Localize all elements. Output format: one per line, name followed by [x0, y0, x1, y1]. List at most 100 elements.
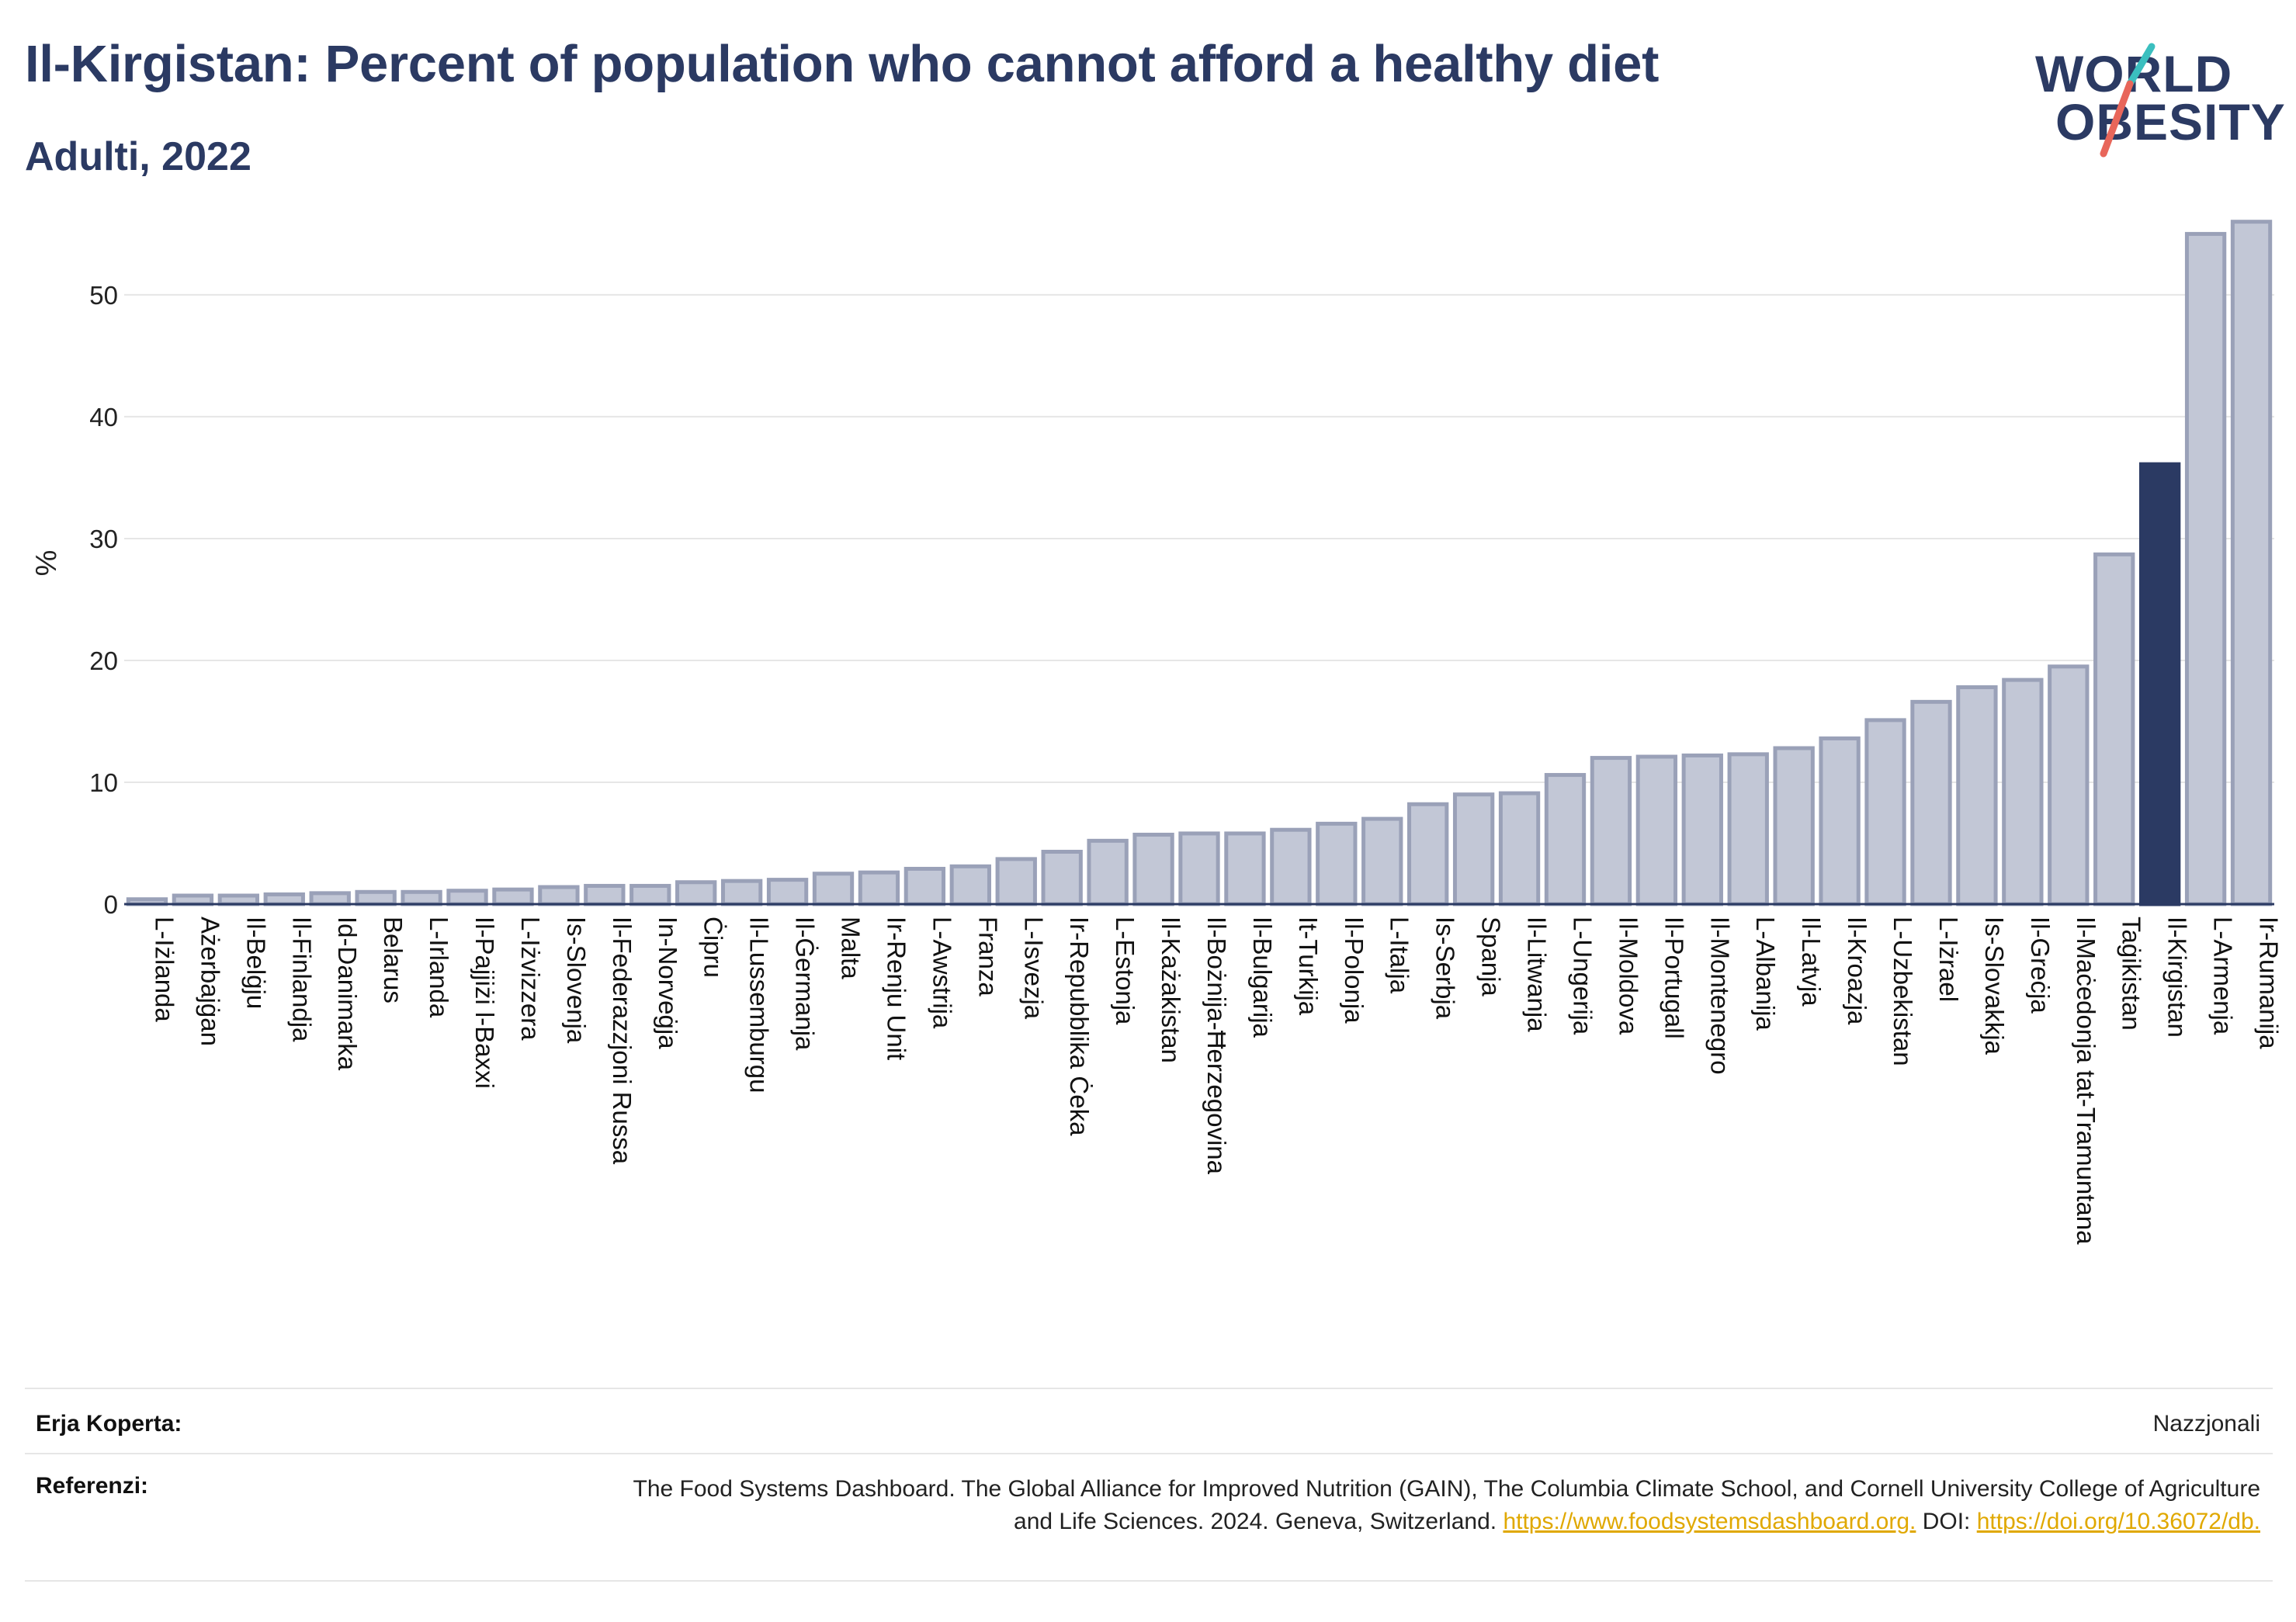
x-tick-label: L-Iżlanda	[150, 917, 179, 1022]
bar	[1132, 833, 1174, 906]
x-tick-label: Spanja	[1477, 917, 1506, 996]
x-tick-label: L-Ungerija	[1568, 917, 1597, 1035]
bar	[903, 866, 946, 906]
bar	[1819, 736, 1861, 906]
x-tick-label: Il-Montenegro	[1705, 917, 1734, 1075]
x-tick-label: Il-Polonja	[1340, 917, 1368, 1024]
x-tick-label: L-Irlanda	[425, 917, 453, 1018]
x-tick-label: L-Estonja	[1111, 917, 1139, 1025]
bar	[1407, 802, 1449, 906]
x-tick-label: Il-Bożnija-Ħerzegovina	[1202, 917, 1231, 1175]
x-tick-label: Il-Federazzjoni Russa	[608, 917, 636, 1165]
bar	[2048, 664, 2090, 906]
bar	[2093, 552, 2135, 906]
x-tick-label: Il-Każakistan	[1157, 917, 1185, 1063]
world-obesity-logo: WORLD OBESITY	[2026, 40, 2285, 165]
coverage-label: Erja Koperta:	[36, 1411, 182, 1437]
x-tick-label: Ir-Rumanija	[2255, 917, 2284, 1049]
x-tick-label: Il-Pajjiżi l-Baxxi	[470, 917, 499, 1089]
bar	[766, 878, 809, 906]
bar	[675, 880, 717, 906]
footer-divider-middle	[25, 1453, 2273, 1454]
x-tick-label: L-Iżvizzera	[516, 917, 545, 1041]
logo-slash-icon	[2100, 43, 2156, 158]
chart-subtitle: Adulti, 2022	[25, 134, 251, 179]
logo-line-2: OBESITY	[2055, 93, 2286, 151]
bar	[1041, 849, 1083, 906]
x-tick-label: L-Armenja	[2209, 917, 2238, 1035]
x-tick-label: Il-Kroazja	[1843, 917, 1871, 1025]
x-tick-label: Is-Slovakkja	[1980, 917, 2009, 1055]
bar	[2184, 231, 2227, 906]
x-tick-label: Il-Latvja	[1797, 917, 1826, 1007]
x-tick-label: Il-Belġju	[241, 917, 270, 1009]
bar	[1910, 699, 1952, 906]
x-tick-label: Il-Maċedonja tat-Tramuntana	[2072, 917, 2100, 1245]
x-tick-label: It-Turkija	[1294, 917, 1323, 1016]
x-tick-label: Id-Danimarka	[333, 917, 362, 1071]
x-tick-label: Malta	[837, 917, 865, 979]
bar	[2002, 678, 2044, 906]
x-tick-label: Il-Portugall	[1660, 917, 1688, 1039]
bar	[1452, 792, 1495, 906]
bar	[858, 870, 900, 906]
x-tick-label: Il-Kirgistan	[2163, 917, 2192, 1038]
y-tick-label: 10	[89, 768, 118, 797]
x-tick-label: L-Uzbekistan	[1888, 917, 1917, 1066]
bar	[812, 872, 855, 906]
x-tick-label: Il-Litwanja	[1523, 917, 1552, 1032]
x-tick-label: Taġikistan	[2117, 917, 2146, 1031]
references-text: The Food Systems Dashboard. The Global A…	[591, 1473, 2261, 1538]
y-tick-label: 50	[89, 281, 118, 310]
x-tick-label: Ażerbajġan	[196, 917, 224, 1046]
bar	[446, 889, 488, 906]
bar	[949, 864, 991, 906]
x-tick-label: Il-Moldova	[1614, 917, 1642, 1035]
coverage-value: Nazzjonali	[2152, 1411, 2260, 1437]
x-tick-label: L-Albanija	[1751, 917, 1780, 1031]
y-tick-label: 0	[104, 890, 118, 919]
bar	[1681, 753, 1723, 906]
bar	[1544, 773, 1587, 906]
bar	[1635, 754, 1678, 906]
x-tick-label: L-Isvezja	[1019, 917, 1048, 1020]
bar	[720, 879, 763, 906]
bar	[217, 893, 260, 906]
bar	[2138, 462, 2181, 906]
bar	[1224, 831, 1266, 906]
bar	[1178, 831, 1220, 906]
bar	[401, 889, 442, 906]
x-tick-label: Franza	[973, 917, 1002, 996]
bar	[1864, 718, 1906, 906]
y-axis-label: %	[30, 550, 63, 577]
x-tick-label: Is-Serbja	[1431, 917, 1460, 1020]
x-tick-label: Il-Lussemburgu	[745, 917, 774, 1093]
x-tick-label: Is-Slovenja	[562, 917, 591, 1044]
dashboard-link[interactable]: https://www.foodsystemsdashboard.org.	[1503, 1509, 1916, 1534]
bar	[1498, 791, 1541, 906]
bar	[355, 889, 397, 906]
bar	[172, 893, 214, 906]
chart-title: Il-Kirgistan: Percent of population who …	[25, 35, 1660, 93]
y-tick-label: 40	[89, 403, 118, 431]
references-label: Referenzi:	[36, 1473, 149, 1499]
bar	[1590, 756, 1632, 906]
bar	[1773, 746, 1815, 906]
x-tick-label: L-Iżrael	[1934, 917, 1963, 1002]
y-tick-label: 30	[89, 525, 118, 553]
bar	[538, 885, 580, 906]
x-tick-label: Il-Greċja	[2026, 917, 2055, 1014]
x-tick-label: Belarus	[379, 917, 408, 1003]
doi-link[interactable]: https://doi.org/10.36072/db.	[1976, 1509, 2260, 1534]
y-tick-label: 20	[89, 646, 118, 675]
bar	[263, 892, 305, 906]
references-doi-label: DOI:	[1916, 1509, 1977, 1534]
bar	[2230, 220, 2273, 906]
bar	[1087, 838, 1129, 906]
x-tick-label: Il-Bulgarija	[1248, 917, 1277, 1038]
bar	[995, 857, 1037, 906]
bar	[1956, 685, 1998, 906]
x-tick-label: Il-Ġermanja	[791, 917, 820, 1051]
bar	[1270, 827, 1312, 906]
bar	[1316, 821, 1358, 906]
